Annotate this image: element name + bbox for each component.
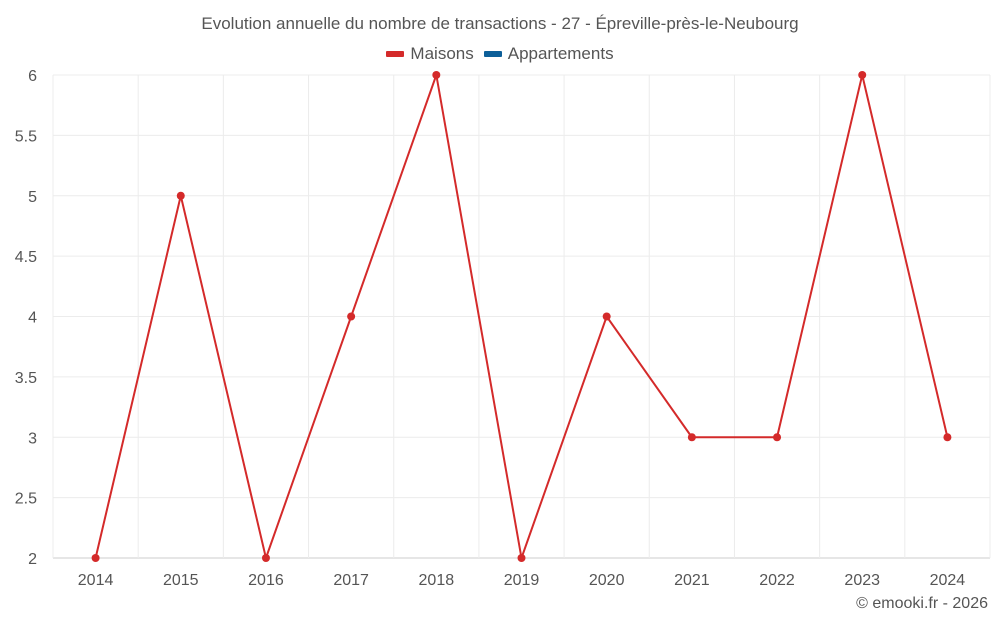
y-tick-label: 2.5 — [15, 491, 37, 508]
data-point — [176, 191, 185, 200]
chart-title: Evolution annuelle du nombre de transact… — [201, 14, 799, 33]
legend: Maisons Appartements — [0, 44, 1000, 64]
data-point — [602, 312, 611, 321]
x-tick-label: 2019 — [504, 572, 540, 589]
x-tick-label: 2017 — [333, 572, 369, 589]
y-tick-label: 3 — [28, 430, 37, 447]
x-tick-label: 2016 — [248, 572, 284, 589]
y-tick-label: 4 — [28, 310, 37, 327]
data-point — [517, 554, 526, 562]
data-point — [943, 433, 952, 442]
x-tick-label: 2024 — [930, 572, 966, 589]
y-tick-label: 5 — [28, 189, 37, 206]
data-point — [687, 433, 696, 442]
data-point — [91, 554, 100, 562]
x-tick-label: 2021 — [674, 572, 710, 589]
y-tick-label: 6 — [28, 68, 37, 85]
y-tick-label: 3.5 — [15, 370, 37, 387]
data-point — [773, 433, 782, 442]
x-tick-label: 2022 — [759, 572, 795, 589]
credit-text: © emooki.fr - 2026 — [856, 595, 988, 612]
legend-item-appartements[interactable]: Appartements — [483, 44, 614, 64]
y-tick-label: 4.5 — [15, 249, 37, 266]
legend-label-appartements: Appartements — [507, 44, 614, 63]
x-tick-label: 2018 — [419, 572, 455, 589]
legend-swatch-appartements — [483, 51, 502, 57]
data-point — [432, 71, 441, 79]
data-point — [261, 554, 270, 562]
y-tick-label: 5.5 — [15, 128, 37, 145]
legend-swatch-maisons — [386, 51, 405, 57]
x-tick-label: 2020 — [589, 572, 625, 589]
legend-item-maisons[interactable]: Maisons — [386, 44, 474, 64]
data-point — [858, 71, 867, 79]
x-tick-label: 2014 — [78, 572, 114, 589]
data-point — [347, 312, 356, 321]
legend-label-maisons: Maisons — [410, 44, 474, 63]
y-tick-label: 2 — [28, 551, 37, 568]
x-tick-label: 2015 — [163, 572, 199, 589]
x-tick-label: 2023 — [844, 572, 880, 589]
